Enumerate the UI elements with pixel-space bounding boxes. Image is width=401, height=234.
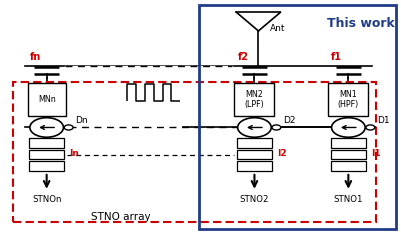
Text: MN2
(LPF): MN2 (LPF) <box>245 90 264 109</box>
Text: This work: This work <box>326 17 394 30</box>
Bar <box>28 83 66 116</box>
Text: D2: D2 <box>283 116 295 125</box>
Bar <box>235 83 274 116</box>
Circle shape <box>30 118 63 137</box>
Bar <box>331 138 366 148</box>
Bar <box>237 138 272 148</box>
Text: STNOn: STNOn <box>32 195 61 204</box>
Text: fn: fn <box>29 52 41 62</box>
Circle shape <box>238 118 271 137</box>
Text: Dn: Dn <box>75 116 88 125</box>
Circle shape <box>332 118 365 137</box>
Text: I2: I2 <box>277 149 286 157</box>
Circle shape <box>272 125 281 130</box>
Text: STNO2: STNO2 <box>240 195 269 204</box>
Circle shape <box>366 125 375 130</box>
Bar <box>237 161 272 171</box>
Bar <box>331 150 366 159</box>
Text: STNO array: STNO array <box>91 212 150 222</box>
Bar <box>29 138 64 148</box>
Circle shape <box>64 125 73 130</box>
Bar <box>13 82 376 222</box>
Text: I1: I1 <box>371 149 381 157</box>
Bar <box>29 161 64 171</box>
Text: f1: f1 <box>331 52 342 62</box>
Text: D1: D1 <box>377 116 389 125</box>
Text: Ant: Ant <box>269 24 285 33</box>
Bar <box>29 150 64 159</box>
Bar <box>328 83 369 116</box>
Bar <box>331 161 366 171</box>
Text: MNn: MNn <box>38 95 55 104</box>
Text: f2: f2 <box>237 52 249 62</box>
Bar <box>237 150 272 159</box>
Text: STNO1: STNO1 <box>334 195 363 204</box>
Bar <box>198 5 396 229</box>
Text: MN1
(HPF): MN1 (HPF) <box>338 90 359 109</box>
Text: In: In <box>69 149 79 157</box>
